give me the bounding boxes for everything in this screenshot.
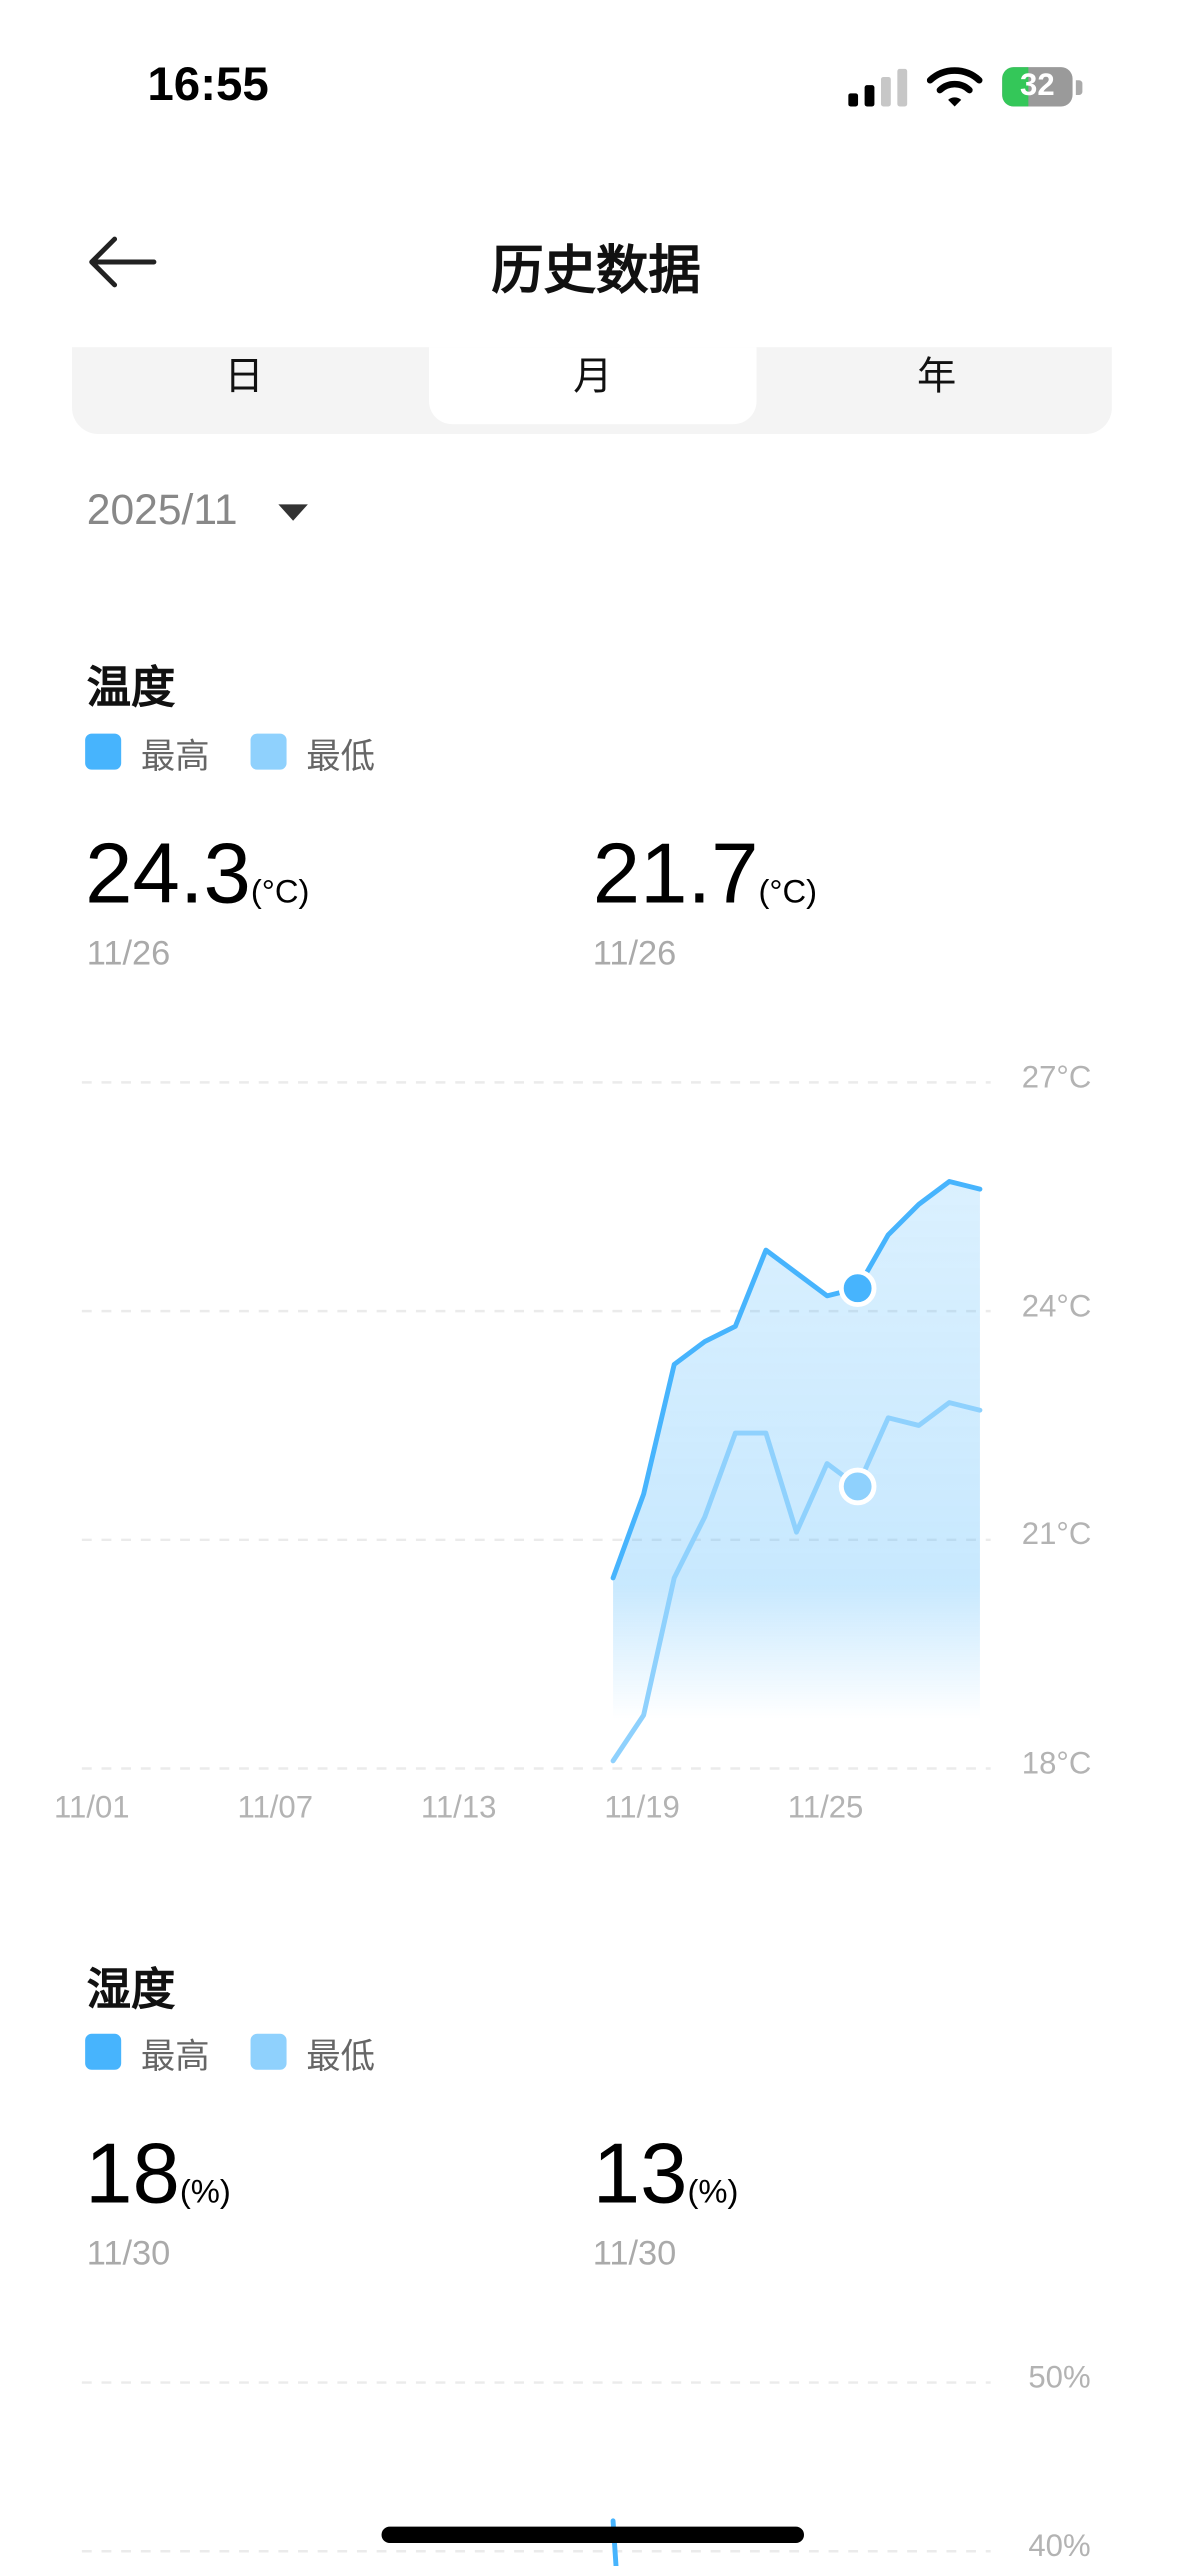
x-tick-label: 11/25 (788, 1791, 864, 1827)
y-tick-label: 24°C (1022, 1290, 1092, 1326)
x-tick-label: 11/01 (54, 1791, 130, 1827)
area-fill (613, 1181, 980, 1719)
highlight-marker (841, 1470, 874, 1503)
highlight-marker (841, 1272, 874, 1305)
y-tick-label: 50% (1028, 2361, 1090, 2397)
x-tick-label: 11/13 (421, 1791, 497, 1827)
y-tick-label: 18°C (1022, 1747, 1092, 1783)
home-indicator[interactable] (382, 2527, 804, 2543)
x-tick-label: 11/19 (604, 1791, 680, 1827)
y-tick-label: 21°C (1022, 1518, 1092, 1554)
x-tick-label: 11/07 (237, 1791, 313, 1827)
y-tick-label: 40% (1028, 2530, 1090, 2566)
y-tick-label: 27°C (1022, 1061, 1092, 1097)
